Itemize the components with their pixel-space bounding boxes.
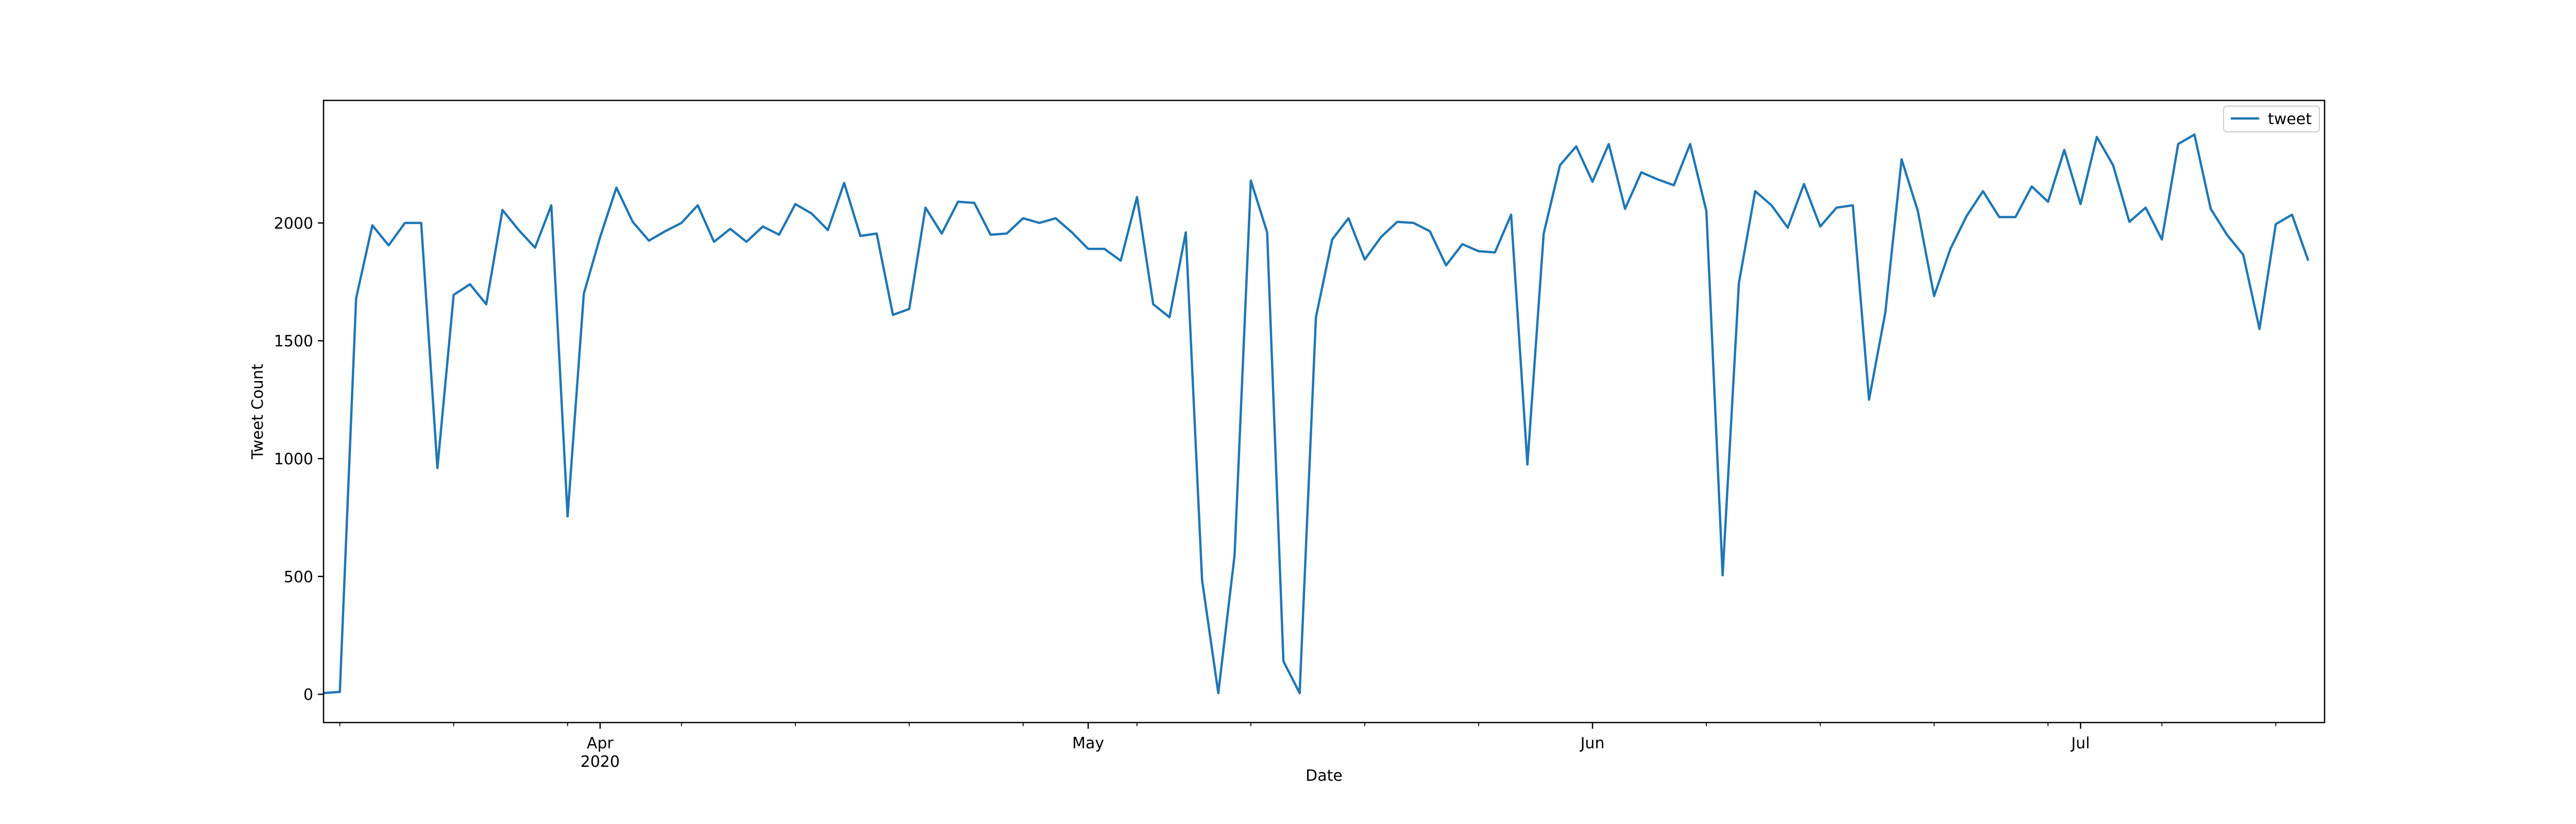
y-tick-label: 1500 (274, 333, 313, 351)
x-tick-label: Apr (587, 734, 614, 752)
y-tick-label: 2000 (274, 215, 313, 233)
x-tick-label: Jun (1580, 734, 1605, 752)
y-tick-label: 500 (284, 568, 313, 586)
x-tick-label: May (1072, 734, 1104, 752)
plot-frame (323, 99, 2326, 724)
x-tick-label: Jul (2070, 734, 2090, 752)
legend-label-tweet: tweet (2268, 110, 2312, 128)
plot-area (323, 99, 2326, 724)
legend-box (2223, 106, 2320, 132)
series-line-tweet (323, 133, 2310, 695)
y-axis: 0 500 1000 1500 2000 (274, 215, 324, 704)
y-tick-label: 1000 (274, 451, 313, 469)
y-tick-label: 0 (303, 686, 313, 704)
legend: tweet (2223, 106, 2320, 132)
x-tick-sublabel: 2020 (581, 753, 620, 771)
x-axis-title: Date (1306, 767, 1343, 785)
y-axis-title: Tweet Count (249, 364, 267, 459)
